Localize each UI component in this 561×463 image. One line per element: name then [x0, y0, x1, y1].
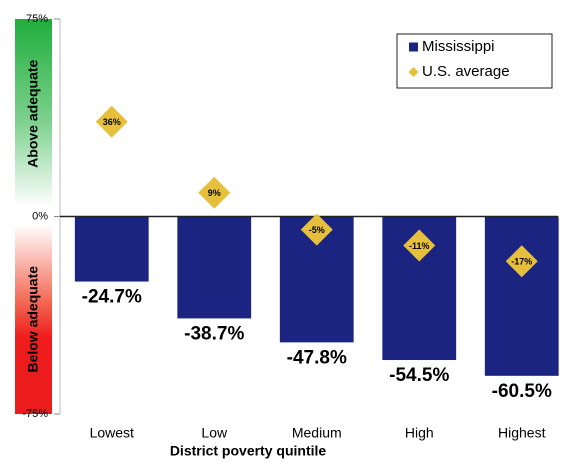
legend-swatch — [409, 42, 418, 52]
value-label: -11% — [409, 241, 430, 251]
region-label: Below adequate — [25, 266, 41, 373]
legend-swatch — [408, 67, 419, 77]
marker — [300, 213, 333, 246]
legend-label: U.S. average — [422, 63, 510, 80]
above-band — [15, 19, 52, 207]
marker — [403, 229, 436, 262]
x-axis-title: District poverty quintile — [170, 443, 327, 459]
x-tick-label: Lowest — [90, 425, 134, 441]
bar — [177, 216, 252, 319]
marker — [198, 176, 231, 209]
value-label: -24.7% — [82, 287, 142, 308]
marker — [505, 245, 538, 278]
below-band — [15, 225, 52, 414]
x-tick-label: High — [405, 425, 434, 441]
legend-label: Mississippi — [422, 38, 495, 55]
value-label: -60.5% — [492, 381, 552, 402]
value-label: -5% — [309, 225, 325, 235]
value-label: 9% — [208, 188, 221, 198]
legend-box — [396, 33, 553, 89]
value-label: -54.5% — [389, 365, 449, 386]
region-label: Above adequate — [25, 59, 41, 167]
value-label: -17% — [511, 257, 532, 267]
bar — [74, 216, 149, 282]
y-tick-label: 75% — [26, 13, 48, 25]
x-tick-label: Low — [201, 425, 228, 441]
bar — [484, 216, 559, 376]
x-tick-label: Highest — [498, 425, 546, 441]
marker — [95, 105, 128, 138]
y-tick-label: -75% — [22, 408, 48, 420]
value-label: -47.8% — [287, 347, 347, 368]
y-tick-label: 0% — [32, 210, 48, 222]
value-label: -38.7% — [184, 323, 244, 344]
value-label: 36% — [103, 117, 121, 127]
x-tick-label: Medium — [292, 425, 342, 441]
